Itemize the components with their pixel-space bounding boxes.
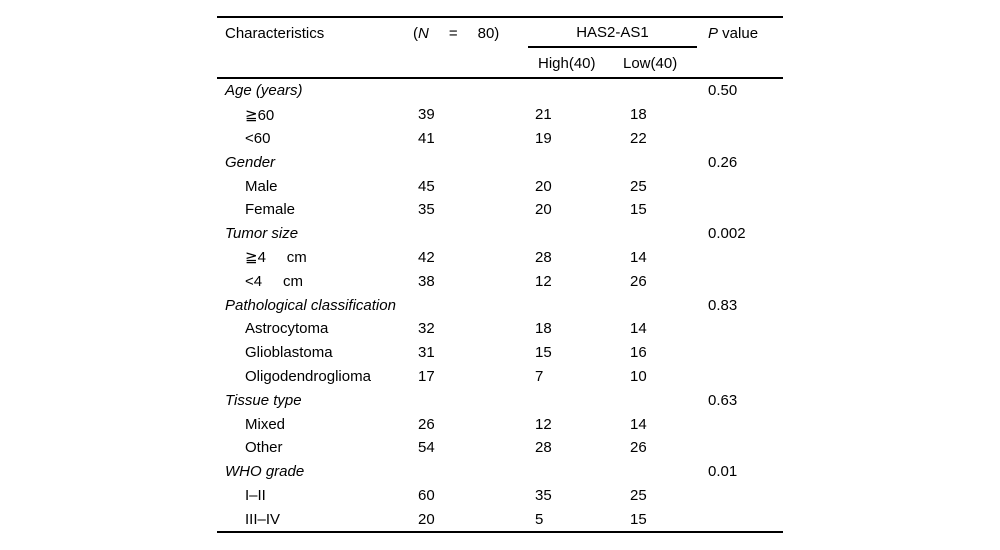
cell-pvalue: 0.63 — [708, 391, 738, 409]
table-row: Female 35 20 15 — [217, 198, 783, 222]
cell-characteristic: WHO grade — [225, 463, 305, 481]
cell-characteristic: <4 cm — [245, 272, 303, 290]
cell-low: 14 — [630, 320, 647, 338]
table-row: ≧4 cm 42 28 14 — [217, 246, 783, 270]
cell-characteristic: Oligodendroglioma — [245, 367, 371, 385]
cell-low: 16 — [630, 344, 647, 362]
cell-high: 28 — [535, 439, 552, 457]
table-row: <60 41 19 22 — [217, 127, 783, 151]
column-group-header-has2-as1: HAS2-AS1 — [528, 18, 697, 48]
cell-n-total: 42 — [418, 248, 435, 266]
table-row-category: Gender 0.26 — [217, 150, 783, 174]
column-header-high: High(40) — [538, 55, 596, 72]
table-row: Glioblastoma 31 15 16 — [217, 341, 783, 365]
table-row: I–II 60 35 25 — [217, 484, 783, 508]
cell-low: 15 — [630, 201, 647, 219]
cell-low: 25 — [630, 177, 647, 195]
cell-n-total: 35 — [418, 201, 435, 219]
cell-n-total: 38 — [418, 272, 435, 290]
column-header-pvalue: P value — [708, 25, 759, 42]
cell-pvalue: 0.01 — [708, 463, 738, 481]
cell-low: 18 — [630, 106, 647, 124]
table-row: Oligodendroglioma 17 7 10 — [217, 365, 783, 389]
table-row: Male 45 20 25 — [217, 174, 783, 198]
cell-pvalue: 0.002 — [708, 225, 746, 243]
table-row: Mixed 26 12 14 — [217, 412, 783, 436]
cell-low: 22 — [630, 129, 647, 147]
cell-characteristic: ≧4 cm — [245, 249, 307, 267]
column-header-characteristics: Characteristics — [225, 25, 325, 42]
cell-characteristic: Tumor size — [225, 225, 299, 243]
column-header-n-total: (N = 80) — [413, 25, 499, 42]
n-value-token: 80) — [477, 25, 500, 42]
table-row: Astrocytoma 32 18 14 — [217, 317, 783, 341]
cell-high: 19 — [535, 129, 552, 147]
cell-n-total: 60 — [418, 486, 435, 504]
cell-high: 5 — [535, 510, 544, 528]
cell-n-total: 31 — [418, 344, 435, 362]
cell-characteristic: Glioblastoma — [245, 344, 333, 362]
cell-characteristic: Tissue type — [225, 391, 302, 409]
cell-high: 15 — [535, 344, 552, 362]
cell-n-total: 45 — [418, 177, 435, 195]
clinical-characteristics-table: Characteristics (N = 80) HAS2-AS1 P valu… — [217, 16, 783, 534]
cell-low: 25 — [630, 486, 647, 504]
cell-n-total: 17 — [418, 367, 435, 385]
cell-n-total: 39 — [418, 106, 435, 124]
cell-pvalue: 0.26 — [708, 153, 738, 171]
cell-low: 26 — [630, 272, 647, 290]
table-row: ≧60 39 21 18 — [217, 103, 783, 127]
cell-high: 21 — [535, 106, 552, 124]
cell-characteristic: Female — [245, 201, 296, 219]
cell-low: 14 — [630, 248, 647, 266]
cell-low: 14 — [630, 415, 647, 433]
cell-n-total: 54 — [418, 439, 435, 457]
cell-characteristic: I–II — [245, 486, 266, 504]
table-row: III–IV 20 5 15 — [217, 507, 783, 531]
table-row: Other 54 28 26 — [217, 436, 783, 460]
cell-low: 15 — [630, 510, 647, 528]
cell-high: 7 — [535, 367, 544, 385]
table-row-category: Tissue type 0.63 — [217, 388, 783, 412]
cell-characteristic: Pathological classification — [225, 296, 396, 314]
table-row: <4 cm 38 12 26 — [217, 269, 783, 293]
cell-characteristic: Gender — [225, 153, 276, 171]
cell-low: 26 — [630, 439, 647, 457]
cell-characteristic: Other — [245, 439, 283, 457]
cell-n-total: 41 — [418, 129, 435, 147]
table-row-category: WHO grade 0.01 — [217, 460, 783, 484]
cell-high: 20 — [535, 201, 552, 219]
n-open-token: (N — [413, 25, 429, 42]
cell-high: 20 — [535, 177, 552, 195]
cell-characteristic: ≧60 — [245, 106, 275, 124]
cell-characteristic: Age (years) — [225, 82, 303, 100]
table-row-category: Pathological classification 0.83 — [217, 293, 783, 317]
cell-high: 35 — [535, 486, 552, 504]
cell-characteristic: Mixed — [245, 415, 286, 433]
cell-high: 28 — [535, 248, 552, 266]
cell-characteristic: III–IV — [245, 510, 281, 528]
n-equals-token: = — [448, 25, 458, 42]
cell-characteristic: <60 — [245, 129, 271, 147]
cell-high: 12 — [535, 415, 552, 433]
column-header-low: Low(40) — [623, 55, 678, 72]
cell-n-total: 20 — [418, 510, 435, 528]
cell-n-total: 26 — [418, 415, 435, 433]
cell-characteristic: Male — [245, 177, 278, 195]
table-row-category: Age (years) 0.50 — [217, 79, 783, 103]
cell-high: 12 — [535, 272, 552, 290]
cell-low: 10 — [630, 367, 647, 385]
cell-high: 18 — [535, 320, 552, 338]
table-row-category: Tumor size 0.002 — [217, 222, 783, 246]
table-body: Age (years) 0.50 ≧60 39 21 18 <60 41 19 22 Gender 0… — [217, 79, 783, 531]
cell-n-total: 32 — [418, 320, 435, 338]
cell-characteristic: Astrocytoma — [245, 320, 329, 338]
pvalue-label-rest: value — [718, 25, 759, 42]
cell-pvalue: 0.83 — [708, 296, 738, 314]
cell-pvalue: 0.50 — [708, 82, 738, 100]
table-header: Characteristics (N = 80) HAS2-AS1 P valu… — [217, 18, 783, 79]
